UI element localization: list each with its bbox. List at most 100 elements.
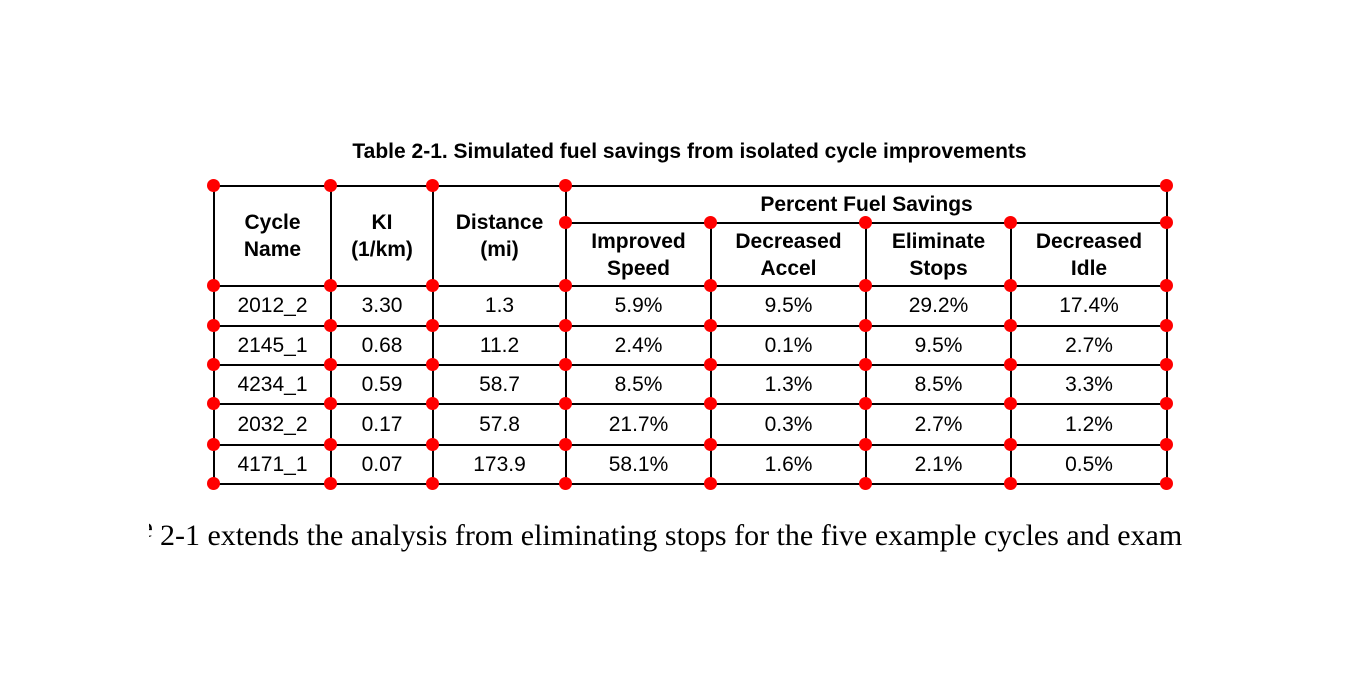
- cell-decreased-accel: 9.5%: [710, 285, 867, 327]
- cell-corner-marker[interactable]: [858, 396, 872, 410]
- cell-corner-marker[interactable]: [323, 318, 337, 332]
- cell-corner-marker[interactable]: [425, 318, 439, 332]
- cell-decreased-idle: 1.2%: [1009, 403, 1169, 446]
- cell-ki: 3.30: [330, 285, 434, 327]
- cell-corner-marker[interactable]: [1003, 396, 1017, 410]
- cell-corner-marker[interactable]: [858, 278, 872, 292]
- col-header-improved-speed: Improved Speed: [565, 222, 712, 287]
- cell-distance: 58.7: [432, 364, 567, 405]
- cell-improved-speed: 2.4%: [565, 325, 712, 366]
- cell-eliminate-stops: 2.7%: [865, 403, 1012, 446]
- cell-corner-marker[interactable]: [558, 476, 572, 490]
- cell-decreased-accel: 1.6%: [710, 444, 867, 485]
- cell-corner-marker[interactable]: [206, 437, 220, 451]
- col-header-distance: Distance (mi): [432, 185, 567, 287]
- table-row: 2032_2 0.17 57.8 21.7% 0.3% 2.7% 1.2%: [213, 403, 1169, 446]
- cell-corner-marker[interactable]: [425, 178, 439, 192]
- cell-corner-marker[interactable]: [858, 437, 872, 451]
- cell-eliminate-stops: 29.2%: [865, 285, 1012, 327]
- clipped-character-fragment: e: [149, 511, 153, 545]
- cell-corner-marker[interactable]: [425, 357, 439, 371]
- cell-corner-marker[interactable]: [206, 178, 220, 192]
- cell-corner-marker[interactable]: [703, 278, 717, 292]
- cell-corner-marker[interactable]: [323, 278, 337, 292]
- cell-corner-marker[interactable]: [858, 476, 872, 490]
- fuel-savings-table: Cycle Name KI (1/km) Distance (mi) Perce…: [213, 185, 1169, 485]
- cell-corner-marker[interactable]: [206, 396, 220, 410]
- cell-corner-marker[interactable]: [858, 357, 872, 371]
- cell-corner-marker[interactable]: [1159, 278, 1173, 292]
- cell-corner-marker[interactable]: [558, 318, 572, 332]
- cell-corner-marker[interactable]: [425, 476, 439, 490]
- cell-corner-marker[interactable]: [206, 318, 220, 332]
- cell-eliminate-stops: 2.1%: [865, 444, 1012, 485]
- cell-decreased-idle: 0.5%: [1009, 444, 1169, 485]
- cell-corner-marker[interactable]: [703, 318, 717, 332]
- cell-corner-marker[interactable]: [858, 215, 872, 229]
- cell-corner-marker[interactable]: [1159, 215, 1173, 229]
- table-header-row-sub: Improved Speed Decreased Accel Eliminate…: [214, 222, 1169, 287]
- col-header-decreased-idle: Decreased Idle: [1009, 222, 1169, 287]
- cell-corner-marker[interactable]: [703, 396, 717, 410]
- cell-corner-marker[interactable]: [1159, 178, 1173, 192]
- table-row: 2145_1 0.68 11.2 2.4% 0.1% 9.5% 2.7%: [213, 325, 1169, 366]
- cell-cycle-name: 2145_1: [213, 325, 332, 366]
- cell-corner-marker[interactable]: [1003, 476, 1017, 490]
- cell-corner-marker[interactable]: [1003, 215, 1017, 229]
- cell-corner-marker[interactable]: [323, 396, 337, 410]
- cell-corner-marker[interactable]: [323, 178, 337, 192]
- cell-decreased-idle: 3.3%: [1009, 364, 1169, 405]
- cell-corner-marker[interactable]: [558, 178, 572, 192]
- cell-decreased-idle: 17.4%: [1009, 285, 1169, 327]
- cell-improved-speed: 21.7%: [565, 403, 712, 446]
- table-row: 2012_2 3.30 1.3 5.9% 9.5% 29.2% 17.4%: [213, 285, 1169, 327]
- cell-corner-marker[interactable]: [425, 437, 439, 451]
- cell-decreased-accel: 1.3%: [710, 364, 867, 405]
- cell-cycle-name: 4234_1: [213, 364, 332, 405]
- cell-corner-marker[interactable]: [1003, 357, 1017, 371]
- cell-cycle-name: 2012_2: [213, 285, 332, 327]
- cell-corner-marker[interactable]: [858, 318, 872, 332]
- cell-corner-marker[interactable]: [1159, 476, 1173, 490]
- col-header-ki: KI (1/km): [330, 185, 434, 287]
- cell-corner-marker[interactable]: [1159, 396, 1173, 410]
- col-header-decreased-accel: Decreased Accel: [710, 222, 867, 287]
- cell-corner-marker[interactable]: [323, 476, 337, 490]
- cell-corner-marker[interactable]: [1003, 278, 1017, 292]
- cell-corner-marker[interactable]: [703, 437, 717, 451]
- cell-eliminate-stops: 8.5%: [865, 364, 1012, 405]
- cell-corner-marker[interactable]: [206, 476, 220, 490]
- cell-decreased-accel: 0.3%: [710, 403, 867, 446]
- cell-corner-marker[interactable]: [558, 215, 572, 229]
- cell-ki: 0.07: [330, 444, 434, 485]
- cell-distance: 57.8: [432, 403, 567, 446]
- cell-distance: 173.9: [432, 444, 567, 485]
- col-header-eliminate-stops: Eliminate Stops: [865, 222, 1012, 287]
- cell-corner-marker[interactable]: [1159, 357, 1173, 371]
- cell-corner-marker[interactable]: [703, 215, 717, 229]
- cell-improved-speed: 5.9%: [565, 285, 712, 327]
- cell-corner-marker[interactable]: [425, 396, 439, 410]
- cell-corner-marker[interactable]: [703, 357, 717, 371]
- cell-corner-marker[interactable]: [1003, 437, 1017, 451]
- cell-corner-marker[interactable]: [703, 476, 717, 490]
- cell-corner-marker[interactable]: [1159, 437, 1173, 451]
- cell-cycle-name: 2032_2: [213, 403, 332, 446]
- cell-corner-marker[interactable]: [558, 437, 572, 451]
- cell-improved-speed: 58.1%: [565, 444, 712, 485]
- col-header-cycle-name: Cycle Name: [213, 185, 332, 287]
- cell-corner-marker[interactable]: [425, 278, 439, 292]
- cell-corner-marker[interactable]: [558, 357, 572, 371]
- cell-corner-marker[interactable]: [206, 357, 220, 371]
- body-text-line: e2-1 extends the analysis from eliminati…: [149, 511, 1182, 553]
- cell-corner-marker[interactable]: [1159, 318, 1173, 332]
- cell-corner-marker[interactable]: [206, 278, 220, 292]
- body-text: 2-1 extends the analysis from eliminatin…: [160, 519, 1183, 552]
- cell-corner-marker[interactable]: [323, 437, 337, 451]
- cell-distance: 1.3: [432, 285, 567, 327]
- cell-ki: 0.59: [330, 364, 434, 405]
- cell-corner-marker[interactable]: [558, 396, 572, 410]
- cell-corner-marker[interactable]: [323, 357, 337, 371]
- cell-corner-marker[interactable]: [1003, 318, 1017, 332]
- cell-corner-marker[interactable]: [558, 278, 572, 292]
